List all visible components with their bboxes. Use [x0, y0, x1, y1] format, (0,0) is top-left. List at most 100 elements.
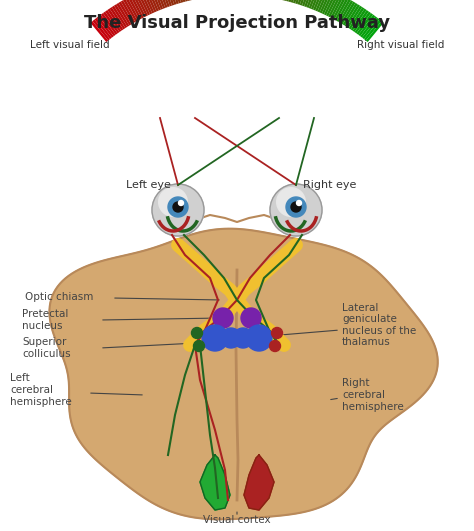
Text: Left visual field: Left visual field [30, 40, 109, 50]
Text: Left eye: Left eye [126, 180, 171, 190]
Polygon shape [298, 0, 307, 5]
Polygon shape [169, 0, 179, 4]
Text: Right eye: Right eye [303, 180, 357, 190]
Polygon shape [149, 0, 161, 11]
Polygon shape [121, 0, 136, 23]
Circle shape [193, 340, 204, 352]
Polygon shape [99, 15, 116, 36]
Polygon shape [353, 10, 369, 32]
Circle shape [270, 340, 281, 352]
Text: Optic chiasm: Optic chiasm [25, 292, 93, 302]
Circle shape [213, 308, 233, 328]
Text: Superior
colliculus: Superior colliculus [22, 337, 71, 359]
Polygon shape [112, 6, 128, 28]
Text: Right visual field: Right visual field [356, 40, 444, 50]
Polygon shape [147, 0, 159, 12]
Circle shape [179, 201, 183, 205]
Polygon shape [174, 0, 183, 3]
Polygon shape [291, 0, 300, 3]
Polygon shape [313, 0, 325, 11]
Polygon shape [300, 0, 310, 5]
Polygon shape [135, 0, 148, 16]
Polygon shape [286, 0, 295, 2]
Polygon shape [182, 0, 190, 1]
Text: Left
cerebral
hemisphere: Left cerebral hemisphere [10, 373, 72, 407]
Text: Right
cerebral
hemisphere: Right cerebral hemisphere [342, 379, 404, 412]
Polygon shape [116, 3, 131, 25]
Polygon shape [132, 0, 146, 18]
Polygon shape [142, 0, 155, 13]
Polygon shape [309, 0, 320, 9]
Text: Visual cortex: Visual cortex [203, 515, 271, 525]
Polygon shape [335, 0, 349, 21]
Polygon shape [137, 0, 150, 15]
Polygon shape [144, 0, 156, 12]
Polygon shape [244, 455, 274, 510]
Circle shape [202, 325, 228, 351]
Polygon shape [123, 0, 137, 22]
Polygon shape [284, 0, 292, 1]
Circle shape [286, 197, 306, 217]
Polygon shape [114, 4, 129, 27]
Polygon shape [101, 13, 118, 35]
Polygon shape [338, 0, 353, 23]
Polygon shape [355, 12, 371, 33]
Polygon shape [159, 0, 170, 7]
Circle shape [272, 328, 283, 338]
Circle shape [152, 184, 204, 236]
Polygon shape [295, 0, 305, 4]
Circle shape [191, 328, 202, 338]
Polygon shape [332, 0, 346, 20]
Circle shape [173, 202, 183, 212]
Polygon shape [92, 20, 110, 40]
Polygon shape [366, 21, 383, 42]
Polygon shape [345, 4, 360, 27]
Circle shape [297, 201, 301, 205]
Polygon shape [152, 0, 163, 10]
Circle shape [233, 328, 253, 348]
Polygon shape [156, 0, 167, 8]
Polygon shape [177, 0, 186, 2]
Polygon shape [302, 0, 312, 6]
Polygon shape [118, 2, 133, 24]
Polygon shape [362, 18, 380, 39]
Polygon shape [107, 8, 123, 31]
Circle shape [270, 184, 322, 236]
Polygon shape [319, 0, 332, 13]
Polygon shape [154, 0, 165, 9]
Polygon shape [311, 0, 322, 10]
Polygon shape [103, 12, 119, 33]
Polygon shape [125, 0, 139, 21]
Polygon shape [364, 20, 382, 40]
Polygon shape [128, 0, 142, 20]
Circle shape [291, 202, 301, 212]
Polygon shape [307, 0, 318, 8]
Polygon shape [172, 0, 181, 3]
Text: Pretectal
nucleus: Pretectal nucleus [22, 309, 68, 331]
Polygon shape [139, 0, 152, 14]
Polygon shape [293, 0, 302, 3]
Polygon shape [164, 0, 174, 5]
Polygon shape [324, 0, 337, 15]
Polygon shape [322, 0, 335, 14]
Polygon shape [330, 0, 344, 19]
Text: Lateral
geniculate
nucleus of the
thalamus: Lateral geniculate nucleus of the thalam… [342, 303, 416, 347]
Polygon shape [109, 7, 125, 29]
Polygon shape [105, 10, 121, 32]
Polygon shape [167, 0, 176, 5]
Polygon shape [200, 455, 230, 510]
Polygon shape [337, 0, 351, 22]
Circle shape [221, 328, 241, 348]
Polygon shape [288, 0, 297, 2]
Polygon shape [304, 0, 315, 7]
Text: The Visual Projection Pathway: The Visual Projection Pathway [84, 14, 390, 32]
Polygon shape [341, 2, 356, 24]
Polygon shape [349, 7, 365, 29]
Polygon shape [318, 0, 330, 12]
Polygon shape [315, 0, 327, 12]
Polygon shape [358, 15, 375, 36]
Polygon shape [346, 6, 362, 28]
Polygon shape [328, 0, 342, 18]
Polygon shape [326, 0, 339, 16]
Circle shape [246, 325, 272, 351]
